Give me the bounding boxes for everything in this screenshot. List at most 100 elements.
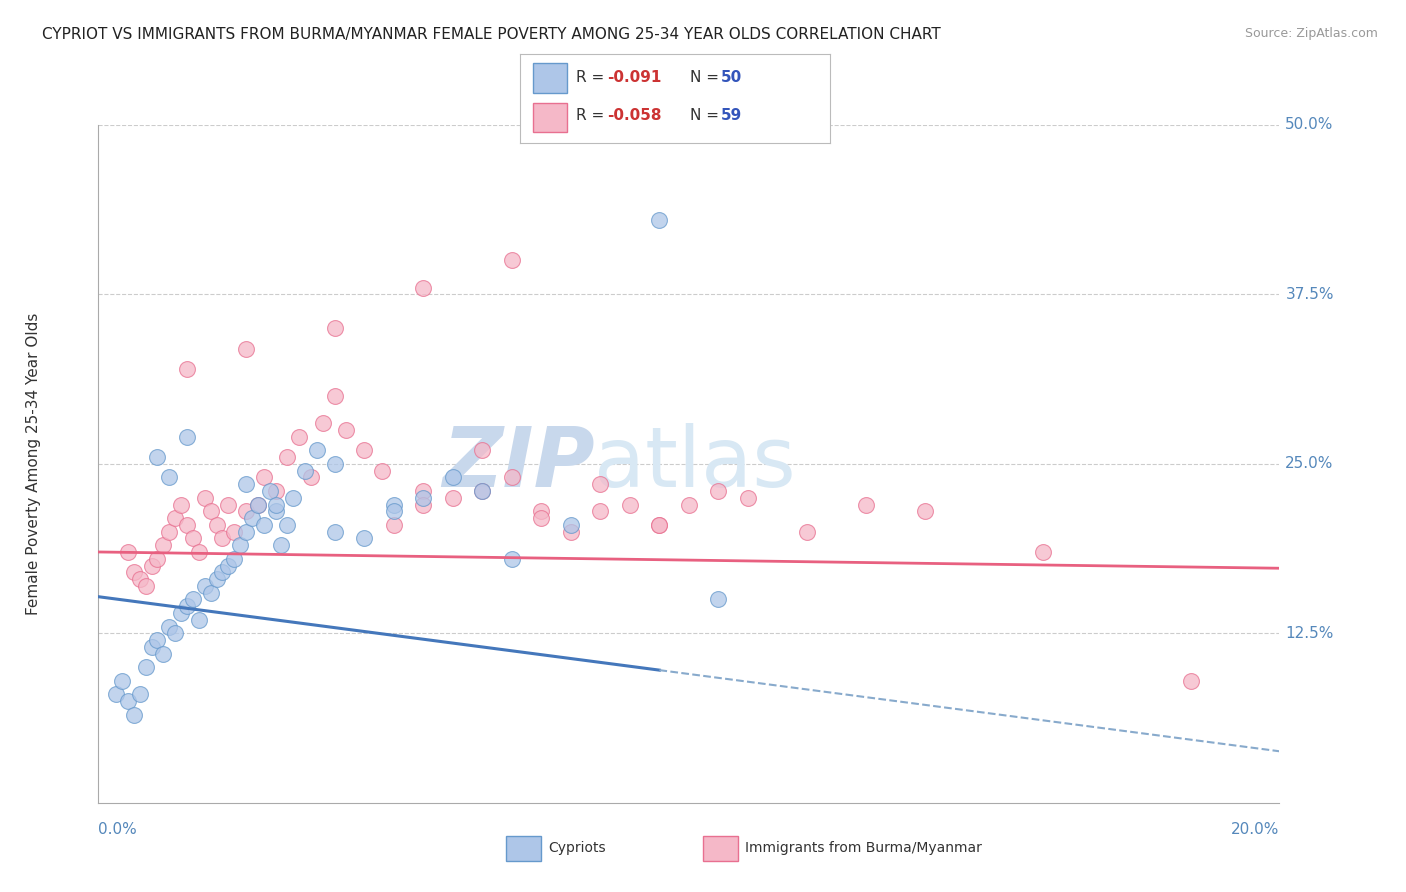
Point <box>128 572 150 586</box>
Point <box>312 416 335 430</box>
Point <box>187 613 209 627</box>
Point <box>283 491 305 505</box>
Text: 37.5%: 37.5% <box>1285 287 1334 301</box>
Point <box>235 477 257 491</box>
Point <box>205 572 228 586</box>
Point <box>353 532 375 546</box>
Point <box>382 498 405 512</box>
Point <box>276 450 298 464</box>
Point <box>353 443 375 458</box>
Point <box>471 483 494 498</box>
Point <box>117 694 139 708</box>
Point <box>235 524 257 539</box>
Point <box>796 524 818 539</box>
Point <box>371 464 394 478</box>
Point <box>560 524 582 539</box>
Point <box>270 538 292 552</box>
Point <box>181 532 204 546</box>
Point <box>146 551 169 566</box>
Point <box>135 579 157 593</box>
Point <box>246 498 269 512</box>
Point <box>648 517 671 532</box>
Text: N =: N = <box>690 70 720 85</box>
Point <box>146 450 169 464</box>
Text: -0.058: -0.058 <box>607 109 661 123</box>
Point <box>530 504 553 518</box>
Point <box>235 504 257 518</box>
Point <box>619 498 641 512</box>
Point <box>560 517 582 532</box>
Point <box>471 443 494 458</box>
Point <box>128 687 150 701</box>
Text: 50: 50 <box>721 70 742 85</box>
Point <box>914 504 936 518</box>
Point <box>229 538 252 552</box>
Point <box>737 491 759 505</box>
Point <box>707 483 730 498</box>
Point <box>211 532 233 546</box>
Point <box>264 504 287 518</box>
Text: CYPRIOT VS IMMIGRANTS FROM BURMA/MYANMAR FEMALE POVERTY AMONG 25-34 YEAR OLDS CO: CYPRIOT VS IMMIGRANTS FROM BURMA/MYANMAR… <box>42 27 941 42</box>
Point <box>170 606 193 620</box>
Text: 12.5%: 12.5% <box>1285 626 1334 640</box>
Point <box>382 504 405 518</box>
Point <box>382 517 405 532</box>
Text: Immigrants from Burma/Myanmar: Immigrants from Burma/Myanmar <box>745 841 981 855</box>
Point <box>152 647 174 661</box>
Text: 59: 59 <box>721 109 742 123</box>
Point <box>323 389 346 403</box>
Point <box>194 579 217 593</box>
Point <box>111 673 134 688</box>
Point <box>205 517 228 532</box>
Bar <box>533 103 567 132</box>
Point <box>176 362 198 376</box>
Point <box>176 599 198 614</box>
Point <box>170 498 193 512</box>
Point <box>105 687 128 701</box>
Point <box>176 430 198 444</box>
Text: 20.0%: 20.0% <box>1232 822 1279 837</box>
Point <box>246 498 269 512</box>
Bar <box>533 63 567 93</box>
Text: 50.0%: 50.0% <box>1285 118 1334 132</box>
Point <box>276 517 298 532</box>
Point <box>253 470 276 484</box>
Text: Cypriots: Cypriots <box>548 841 606 855</box>
Point <box>157 524 180 539</box>
Point <box>194 491 217 505</box>
Point <box>441 470 464 484</box>
Point <box>441 491 464 505</box>
Point <box>200 585 222 599</box>
Point <box>589 477 612 491</box>
Text: ZIP: ZIP <box>441 424 595 504</box>
Point <box>707 592 730 607</box>
Point <box>165 626 187 640</box>
Point <box>235 342 257 356</box>
Point <box>501 470 523 484</box>
Point <box>323 321 346 335</box>
Text: N =: N = <box>690 109 720 123</box>
Point <box>141 558 163 573</box>
Point <box>589 504 612 518</box>
Point <box>264 483 287 498</box>
Point <box>1032 545 1054 559</box>
Point <box>217 498 239 512</box>
Point <box>200 504 222 518</box>
Point <box>152 538 174 552</box>
Point <box>648 517 671 532</box>
Point <box>294 464 316 478</box>
Point <box>501 253 523 268</box>
Point <box>412 280 434 294</box>
Point <box>335 423 357 437</box>
Point <box>288 430 311 444</box>
Text: Female Poverty Among 25-34 Year Olds: Female Poverty Among 25-34 Year Olds <box>25 313 41 615</box>
Point <box>678 498 700 512</box>
Point <box>259 483 281 498</box>
Point <box>855 498 877 512</box>
Point <box>217 558 239 573</box>
Point <box>117 545 139 559</box>
Text: 25.0%: 25.0% <box>1285 457 1334 471</box>
Text: atlas: atlas <box>595 424 796 504</box>
Point <box>181 592 204 607</box>
Point <box>264 498 287 512</box>
